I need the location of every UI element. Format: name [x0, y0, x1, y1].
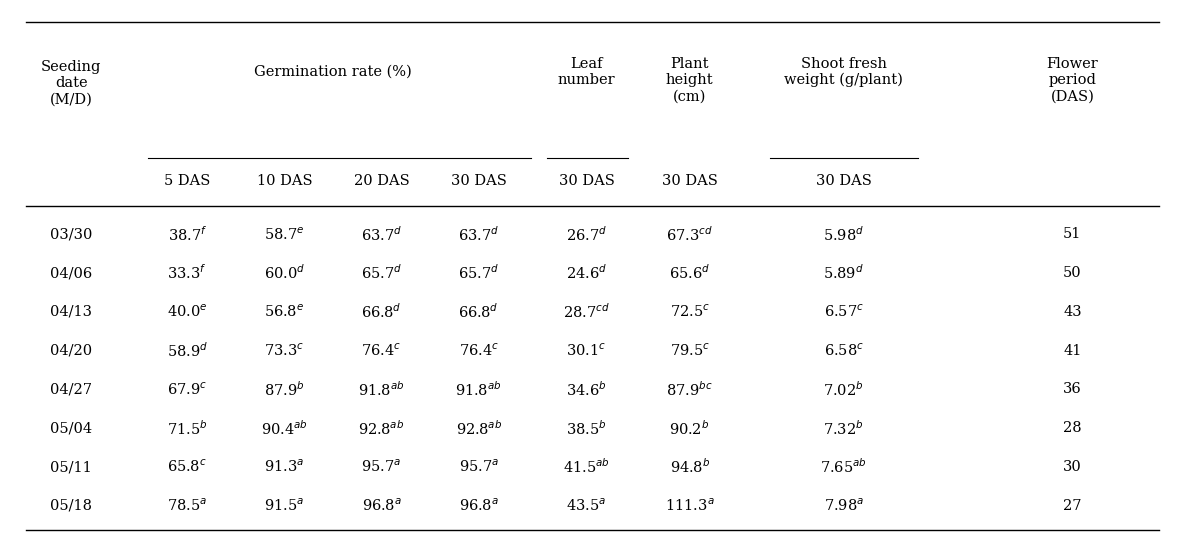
- Text: $\mathregular{95.7}^{\mathit{a}}$: $\mathregular{95.7}^{\mathit{a}}$: [361, 459, 402, 475]
- Text: $\mathregular{87.9}^{\mathit{bc}}$: $\mathregular{87.9}^{\mathit{bc}}$: [666, 380, 713, 399]
- Text: $\mathregular{91.3}^{\mathit{a}}$: $\mathregular{91.3}^{\mathit{a}}$: [264, 459, 305, 475]
- Text: 03/30: 03/30: [50, 227, 92, 242]
- Text: $\mathregular{92.8}^{\mathit{ab}}$: $\mathregular{92.8}^{\mathit{ab}}$: [455, 419, 502, 438]
- Text: $\mathregular{65.6}^{\mathit{d}}$: $\mathregular{65.6}^{\mathit{d}}$: [670, 264, 710, 283]
- Text: $\mathregular{65.7}^{\mathit{d}}$: $\mathregular{65.7}^{\mathit{d}}$: [459, 264, 499, 283]
- Text: $\mathregular{7.98}^{\mathit{a}}$: $\mathregular{7.98}^{\mathit{a}}$: [824, 497, 864, 514]
- Text: $\mathregular{91.5}^{\mathit{a}}$: $\mathregular{91.5}^{\mathit{a}}$: [264, 497, 305, 514]
- Text: 51: 51: [1063, 227, 1082, 242]
- Text: $\mathregular{60.0}^{\mathit{d}}$: $\mathregular{60.0}^{\mathit{d}}$: [264, 264, 305, 283]
- Text: 10 DAS: 10 DAS: [257, 174, 312, 188]
- Text: $\mathregular{7.32}^{\mathit{b}}$: $\mathregular{7.32}^{\mathit{b}}$: [824, 419, 864, 438]
- Text: $\mathregular{34.6}^{\mathit{b}}$: $\mathregular{34.6}^{\mathit{b}}$: [566, 380, 607, 399]
- Text: 41: 41: [1063, 343, 1082, 358]
- Text: $\mathregular{78.5}^{\mathit{a}}$: $\mathregular{78.5}^{\mathit{a}}$: [167, 497, 207, 514]
- Text: Plant
height
(cm): Plant height (cm): [666, 57, 713, 104]
- Text: Flower
period
(DAS): Flower period (DAS): [1046, 57, 1098, 104]
- Text: $\mathregular{91.8}^{\mathit{ab}}$: $\mathregular{91.8}^{\mathit{ab}}$: [455, 380, 502, 399]
- Text: $\mathregular{66.8}^{\mathit{d}}$: $\mathregular{66.8}^{\mathit{d}}$: [459, 302, 499, 321]
- Text: $\mathregular{33.3}^{\mathit{f}}$: $\mathregular{33.3}^{\mathit{f}}$: [167, 264, 207, 283]
- Text: $\mathregular{24.6}^{\mathit{d}}$: $\mathregular{24.6}^{\mathit{d}}$: [566, 264, 607, 283]
- Text: $\mathregular{96.8}^{\mathit{a}}$: $\mathregular{96.8}^{\mathit{a}}$: [361, 497, 402, 514]
- Text: $\mathregular{30.1}^{\mathit{c}}$: $\mathregular{30.1}^{\mathit{c}}$: [566, 342, 607, 359]
- Text: $\mathregular{43.5}^{\mathit{a}}$: $\mathregular{43.5}^{\mathit{a}}$: [566, 497, 607, 514]
- Text: 05/11: 05/11: [50, 460, 92, 474]
- Text: $\mathregular{56.8}^{\mathit{e}}$: $\mathregular{56.8}^{\mathit{e}}$: [264, 304, 305, 320]
- Text: $\mathregular{66.8}^{\mathit{d}}$: $\mathregular{66.8}^{\mathit{d}}$: [361, 302, 402, 321]
- Text: 04/27: 04/27: [50, 382, 92, 397]
- Text: $\mathregular{58.7}^{\mathit{e}}$: $\mathregular{58.7}^{\mathit{e}}$: [264, 226, 305, 243]
- Text: 05/04: 05/04: [50, 421, 92, 435]
- Text: 04/20: 04/20: [50, 343, 92, 358]
- Text: Leaf
number: Leaf number: [558, 57, 615, 87]
- Text: $\mathregular{65.8}^{\mathit{c}}$: $\mathregular{65.8}^{\mathit{c}}$: [167, 459, 207, 475]
- Text: 04/13: 04/13: [50, 305, 92, 319]
- Text: $\mathregular{41.5}^{\mathit{ab}}$: $\mathregular{41.5}^{\mathit{ab}}$: [563, 458, 610, 476]
- Text: $\mathregular{38.7}^{\mathit{f}}$: $\mathregular{38.7}^{\mathit{f}}$: [167, 225, 207, 244]
- Text: $\mathregular{90.2}^{\mathit{b}}$: $\mathregular{90.2}^{\mathit{b}}$: [670, 419, 710, 438]
- Text: 27: 27: [1063, 499, 1082, 513]
- Text: 20 DAS: 20 DAS: [353, 174, 410, 188]
- Text: $\mathregular{5.89}^{\mathit{d}}$: $\mathregular{5.89}^{\mathit{d}}$: [824, 264, 864, 283]
- Text: $\mathregular{73.3}^{\mathit{c}}$: $\mathregular{73.3}^{\mathit{c}}$: [264, 342, 305, 359]
- Text: 50: 50: [1063, 266, 1082, 280]
- Text: 30 DAS: 30 DAS: [815, 174, 872, 188]
- Text: 5 DAS: 5 DAS: [164, 174, 211, 188]
- Text: 30: 30: [1063, 460, 1082, 474]
- Text: $\mathregular{26.7}^{\mathit{d}}$: $\mathregular{26.7}^{\mathit{d}}$: [566, 225, 607, 244]
- Text: 28: 28: [1063, 421, 1082, 435]
- Text: $\mathregular{76.4}^{\mathit{c}}$: $\mathregular{76.4}^{\mathit{c}}$: [459, 342, 499, 359]
- Text: 43: 43: [1063, 305, 1082, 319]
- Text: $\mathregular{71.5}^{\mathit{b}}$: $\mathregular{71.5}^{\mathit{b}}$: [167, 419, 207, 438]
- Text: $\mathregular{38.5}^{\mathit{b}}$: $\mathregular{38.5}^{\mathit{b}}$: [566, 419, 607, 438]
- Text: Shoot fresh
weight (g/plant): Shoot fresh weight (g/plant): [784, 57, 903, 88]
- Text: $\mathregular{6.57}^{\mathit{c}}$: $\mathregular{6.57}^{\mathit{c}}$: [824, 304, 864, 320]
- Text: 36: 36: [1063, 382, 1082, 397]
- Text: $\mathregular{67.3}^{\mathit{cd}}$: $\mathregular{67.3}^{\mathit{cd}}$: [666, 225, 713, 244]
- Text: $\mathregular{67.9}^{\mathit{c}}$: $\mathregular{67.9}^{\mathit{c}}$: [167, 381, 207, 398]
- Text: $\mathregular{79.5}^{\mathit{c}}$: $\mathregular{79.5}^{\mathit{c}}$: [670, 342, 710, 359]
- Text: Seeding
date
(M/D): Seeding date (M/D): [41, 60, 101, 106]
- Text: $\mathregular{40.0}^{\mathit{e}}$: $\mathregular{40.0}^{\mathit{e}}$: [167, 304, 207, 320]
- Text: $\mathregular{7.65}^{\mathit{ab}}$: $\mathregular{7.65}^{\mathit{ab}}$: [820, 458, 867, 476]
- Text: $\mathregular{72.5}^{\mathit{c}}$: $\mathregular{72.5}^{\mathit{c}}$: [670, 304, 710, 320]
- Text: Germination rate (%): Germination rate (%): [254, 65, 412, 79]
- Text: $\mathregular{28.7}^{\mathit{cd}}$: $\mathregular{28.7}^{\mathit{cd}}$: [563, 302, 610, 321]
- Text: $\mathregular{58.9}^{\mathit{d}}$: $\mathregular{58.9}^{\mathit{d}}$: [167, 341, 207, 360]
- Text: $\mathregular{95.7}^{\mathit{a}}$: $\mathregular{95.7}^{\mathit{a}}$: [459, 459, 499, 475]
- Text: $\mathregular{76.4}^{\mathit{c}}$: $\mathregular{76.4}^{\mathit{c}}$: [361, 342, 402, 359]
- Text: $\mathregular{63.7}^{\mathit{d}}$: $\mathregular{63.7}^{\mathit{d}}$: [361, 225, 402, 244]
- Text: 30 DAS: 30 DAS: [661, 174, 718, 188]
- Text: $\mathregular{91.8}^{\mathit{ab}}$: $\mathregular{91.8}^{\mathit{ab}}$: [358, 380, 405, 399]
- Text: $\mathregular{90.4}^{\mathit{ab}}$: $\mathregular{90.4}^{\mathit{ab}}$: [261, 419, 308, 438]
- Text: $\mathregular{63.7}^{\mathit{d}}$: $\mathregular{63.7}^{\mathit{d}}$: [459, 225, 499, 244]
- Text: $\mathregular{7.02}^{\mathit{b}}$: $\mathregular{7.02}^{\mathit{b}}$: [824, 380, 864, 399]
- Text: 30 DAS: 30 DAS: [450, 174, 507, 188]
- Text: $\mathregular{65.7}^{\mathit{d}}$: $\mathregular{65.7}^{\mathit{d}}$: [361, 264, 402, 283]
- Text: 05/18: 05/18: [50, 499, 92, 513]
- Text: $\mathregular{6.58}^{\mathit{c}}$: $\mathregular{6.58}^{\mathit{c}}$: [824, 342, 864, 359]
- Text: $\mathregular{111.3}^{\mathit{a}}$: $\mathregular{111.3}^{\mathit{a}}$: [665, 497, 715, 514]
- Text: $\mathregular{87.9}^{\mathit{b}}$: $\mathregular{87.9}^{\mathit{b}}$: [264, 380, 305, 399]
- Text: $\mathregular{96.8}^{\mathit{a}}$: $\mathregular{96.8}^{\mathit{a}}$: [459, 497, 499, 514]
- Text: $\mathregular{92.8}^{\mathit{ab}}$: $\mathregular{92.8}^{\mathit{ab}}$: [358, 419, 405, 438]
- Text: $\mathregular{94.8}^{\mathit{b}}$: $\mathregular{94.8}^{\mathit{b}}$: [670, 458, 710, 476]
- Text: 30 DAS: 30 DAS: [558, 174, 615, 188]
- Text: 04/06: 04/06: [50, 266, 92, 280]
- Text: $\mathregular{5.98}^{\mathit{d}}$: $\mathregular{5.98}^{\mathit{d}}$: [824, 225, 864, 244]
